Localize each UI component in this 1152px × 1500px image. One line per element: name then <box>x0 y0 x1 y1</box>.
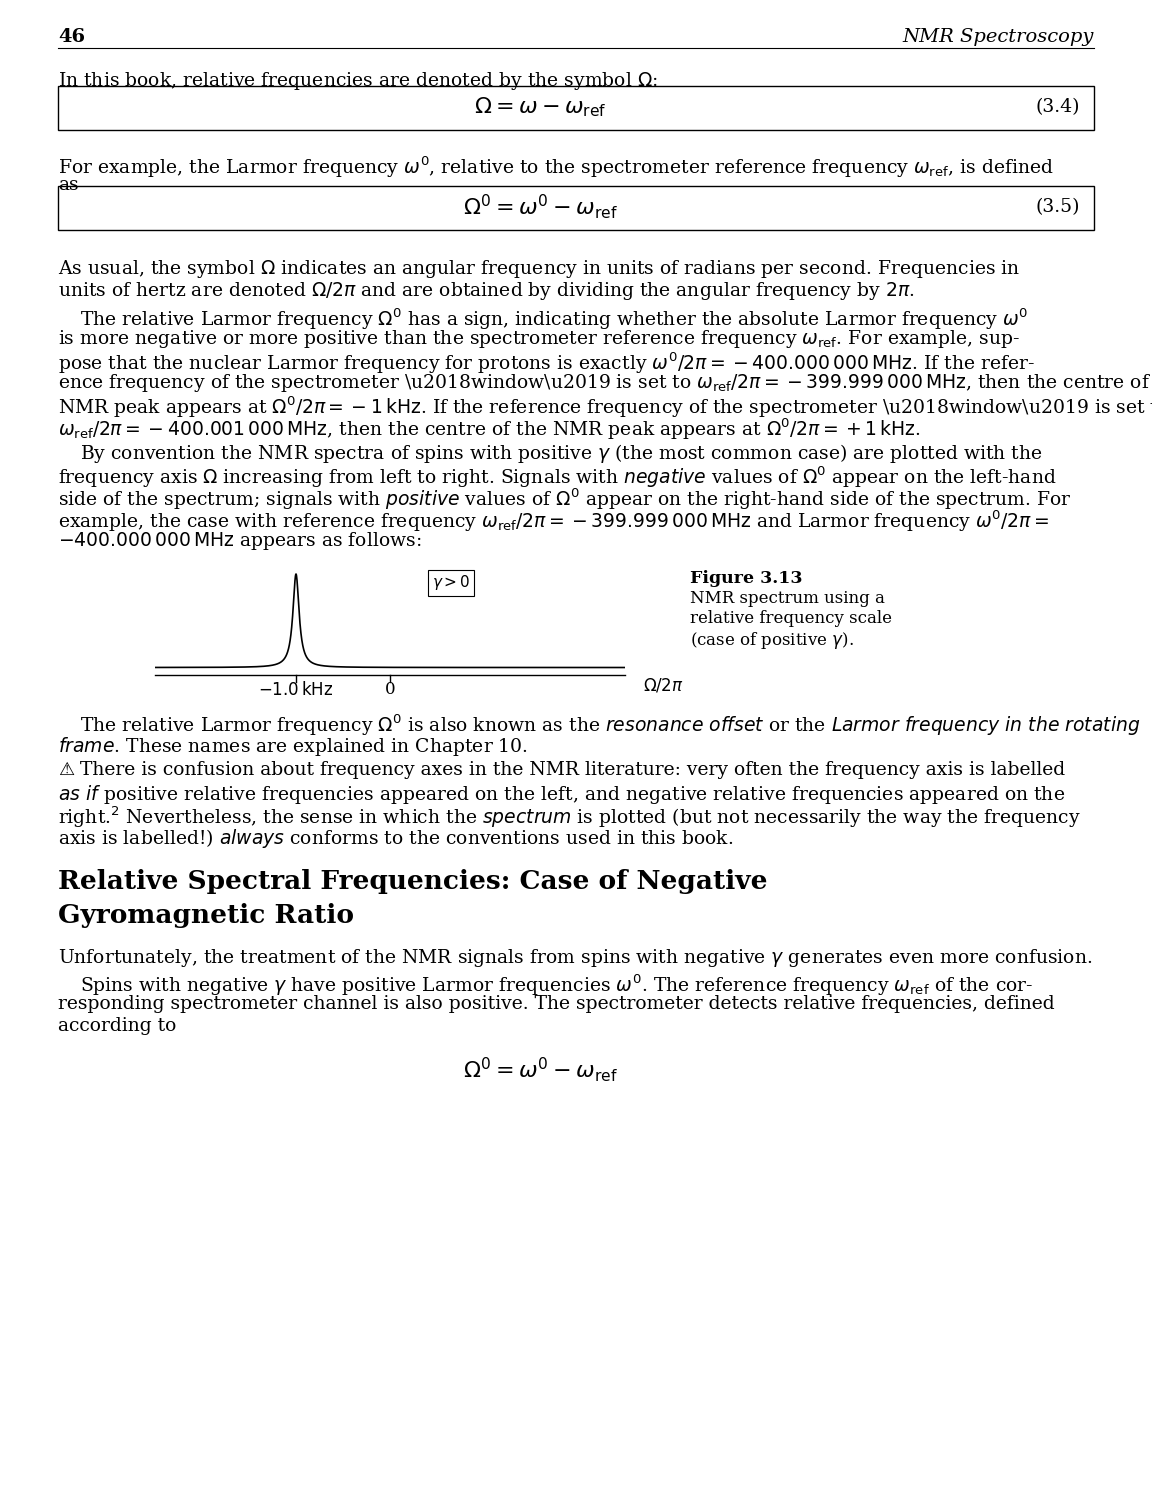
Text: $\mathit{as\ if}$ positive relative frequencies appeared on the left, and negati: $\mathit{as\ if}$ positive relative freq… <box>58 783 1066 806</box>
Text: $\gamma > 0$: $\gamma > 0$ <box>432 573 470 592</box>
Text: In this book, relative frequencies are denoted by the symbol $\Omega$:: In this book, relative frequencies are d… <box>58 70 658 92</box>
Text: $\Omega = \omega - \omega_{\mathrm{ref}}$: $\Omega = \omega - \omega_{\mathrm{ref}}… <box>473 94 606 118</box>
Text: according to: according to <box>58 1017 176 1035</box>
Text: as: as <box>58 176 78 194</box>
Text: Unfortunately, the treatment of the NMR signals from spins with negative $\gamma: Unfortunately, the treatment of the NMR … <box>58 946 1092 969</box>
Text: ⚠: ⚠ <box>58 760 74 778</box>
Text: Figure 3.13: Figure 3.13 <box>690 570 803 586</box>
Text: $\Omega^0 = \omega^0 - \omega_{\mathrm{ref}}$: $\Omega^0 = \omega^0 - \omega_{\mathrm{r… <box>463 192 617 222</box>
Text: The relative Larmor frequency $\Omega^0$ is also known as the $\mathit{resonance: The relative Larmor frequency $\Omega^0$… <box>79 712 1140 738</box>
Text: ence frequency of the spectrometer \u2018window\u2019 is set to $\omega_{\mathrm: ence frequency of the spectrometer \u201… <box>58 372 1152 394</box>
Text: NMR Spectroscopy: NMR Spectroscopy <box>903 28 1094 46</box>
Text: 46: 46 <box>58 28 85 46</box>
Text: right.$^2$ Nevertheless, the sense in which the $\mathit{spectrum}$ is plotted (: right.$^2$ Nevertheless, the sense in wh… <box>58 806 1081 831</box>
Text: side of the spectrum; signals with $\mathit{positive}$ values of $\Omega^0$ appe: side of the spectrum; signals with $\mat… <box>58 486 1071 512</box>
Text: (case of positive $\gamma$).: (case of positive $\gamma$). <box>690 630 854 651</box>
Text: NMR spectrum using a: NMR spectrum using a <box>690 590 885 608</box>
Text: (3.4): (3.4) <box>1036 98 1081 116</box>
Text: As usual, the symbol $\Omega$ indicates an angular frequency in units of radians: As usual, the symbol $\Omega$ indicates … <box>58 258 1021 280</box>
Text: pose that the nuclear Larmor frequency for protons is exactly $\omega^0/2\pi = -: pose that the nuclear Larmor frequency f… <box>58 350 1036 375</box>
Text: Relative Spectral Frequencies: Case of Negative: Relative Spectral Frequencies: Case of N… <box>58 868 767 894</box>
Text: $\Omega/2\pi$: $\Omega/2\pi$ <box>643 676 683 694</box>
Text: axis is labelled!) $\mathit{always}$ conforms to the conventions used in this bo: axis is labelled!) $\mathit{always}$ con… <box>58 827 734 850</box>
Text: responding spectrometer channel is also positive. The spectrometer detects relat: responding spectrometer channel is also … <box>58 994 1054 1012</box>
Text: (3.5): (3.5) <box>1036 198 1081 216</box>
Text: The relative Larmor frequency $\Omega^0$ has a sign, indicating whether the abso: The relative Larmor frequency $\Omega^0$… <box>79 306 1029 332</box>
Text: $\omega_{\mathrm{ref}}/2\pi = -400.001\,000\,\mathrm{MHz}$, then the centre of t: $\omega_{\mathrm{ref}}/2\pi = -400.001\,… <box>58 416 920 441</box>
Text: relative frequency scale: relative frequency scale <box>690 610 892 627</box>
Text: There is confusion about frequency axes in the NMR literature: very often the fr: There is confusion about frequency axes … <box>79 760 1066 778</box>
Text: Spins with negative $\gamma$ have positive Larmor frequencies $\omega^0$. The re: Spins with negative $\gamma$ have positi… <box>79 974 1033 999</box>
Text: Gyromagnetic Ratio: Gyromagnetic Ratio <box>58 903 354 928</box>
Text: units of hertz are denoted $\Omega/2\pi$ and are obtained by dividing the angula: units of hertz are denoted $\Omega/2\pi$… <box>58 280 915 302</box>
Text: $-400.000\,000\,\mathrm{MHz}$ appears as follows:: $-400.000\,000\,\mathrm{MHz}$ appears as… <box>58 530 422 552</box>
FancyBboxPatch shape <box>58 86 1094 130</box>
Text: By convention the NMR spectra of spins with positive $\gamma$ (the most common c: By convention the NMR spectra of spins w… <box>79 442 1043 465</box>
Text: 0: 0 <box>385 681 395 698</box>
Text: is more negative or more positive than the spectrometer reference frequency $\om: is more negative or more positive than t… <box>58 328 1020 350</box>
Text: example, the case with reference frequency $\omega_{\mathrm{ref}}/2\pi = -399.99: example, the case with reference frequen… <box>58 509 1049 534</box>
Text: $\mathit{frame}$. These names are explained in Chapter 10.: $\mathit{frame}$. These names are explai… <box>58 735 528 758</box>
Text: NMR peak appears at $\Omega^0/2\pi = -1\,\mathrm{kHz}$. If the reference frequen: NMR peak appears at $\Omega^0/2\pi = -1\… <box>58 394 1152 420</box>
Text: frequency axis $\Omega$ increasing from left to right. Signals with $\mathit{neg: frequency axis $\Omega$ increasing from … <box>58 464 1056 489</box>
Text: $-1.0\,\mathrm{kHz}$: $-1.0\,\mathrm{kHz}$ <box>258 681 334 699</box>
FancyBboxPatch shape <box>58 186 1094 230</box>
Text: For example, the Larmor frequency $\omega^0$, relative to the spectrometer refer: For example, the Larmor frequency $\omeg… <box>58 154 1054 180</box>
Text: $\Omega^0 = \omega^0 - \omega_{\mathrm{ref}}$: $\Omega^0 = \omega^0 - \omega_{\mathrm{r… <box>463 1054 617 1084</box>
